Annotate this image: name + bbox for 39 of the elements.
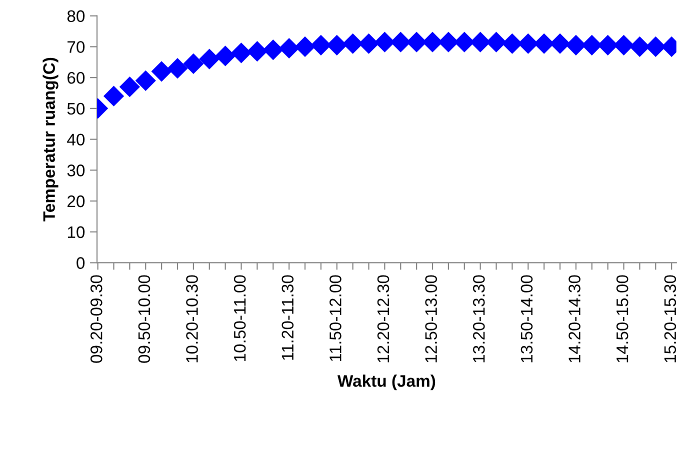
y-tick-label: 30: [67, 164, 85, 176]
x-tick-label: 14.20-14.30: [568, 275, 580, 362]
x-tick-label: 15.20-15.30: [664, 275, 676, 362]
x-tick-label: 11.50-12.00: [330, 275, 342, 361]
y-tick-label: 70: [68, 41, 85, 53]
point: [183, 53, 204, 74]
y-tick-label: 10: [68, 226, 85, 238]
y-tick-label: 20: [68, 195, 85, 208]
point: [103, 86, 124, 106]
y-tick-label: 40: [67, 134, 85, 146]
point: [230, 42, 252, 64]
y-axis-title: Temperatur ruang(C): [42, 58, 58, 222]
y-tick-label: 50: [67, 102, 85, 115]
point: [119, 76, 140, 98]
x-tick-label: 11.20-11.30: [282, 275, 294, 360]
point: [326, 34, 348, 56]
x-tick-label: 09.20-09.30: [90, 275, 102, 363]
y-tick-label: 0: [76, 257, 85, 269]
x-tick-label: 09.50-10.00: [138, 275, 150, 363]
x-tick-label: 10.20-10.30: [186, 275, 198, 362]
point: [262, 40, 284, 60]
x-tick-label: 13.20-13.30: [473, 275, 485, 362]
y-tick-label: 80: [67, 10, 85, 22]
x-tick-label: 12.50-13.00: [425, 275, 437, 362]
point: [374, 32, 395, 52]
x-tick-label: 10.50-11.00: [234, 275, 246, 361]
x-tick-label: 13.50-14.00: [520, 275, 533, 362]
y-tick-label: 60: [68, 72, 85, 84]
point: [294, 36, 316, 58]
point: [246, 41, 268, 62]
point: [278, 38, 300, 59]
x-tick-label: 12.20-12.30: [377, 275, 390, 362]
point: [135, 70, 156, 91]
point: [167, 58, 188, 79]
x-axis-title: Waktu (Jam): [337, 374, 436, 390]
point: [199, 48, 220, 70]
point: [151, 61, 172, 82]
x-tick-label: 14.50-15.00: [616, 275, 628, 362]
point: [215, 46, 236, 66]
